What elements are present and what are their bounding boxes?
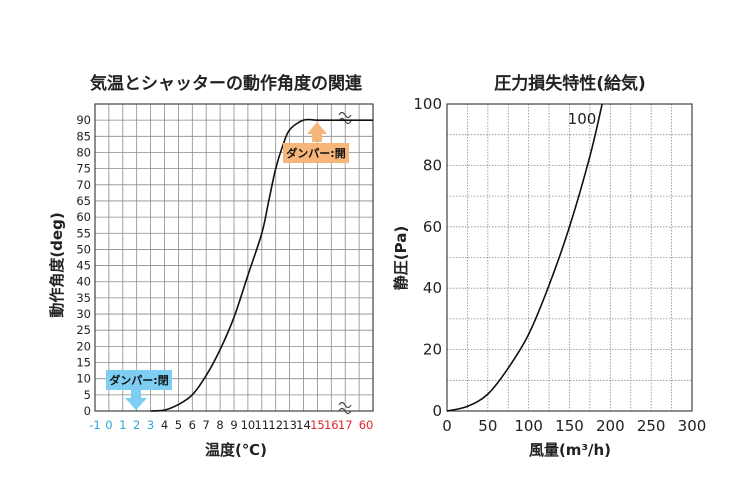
left-x-axis-title: 温度(℃) [205, 441, 267, 459]
left-x-tick-label: 15 [310, 418, 325, 432]
right-y-tick-label: 100 [413, 95, 442, 113]
left-x-tick-labels: -1 0 1 2 3 4 5 6 7 8 9 10 11 12 13 14 15 16 17 60 [89, 418, 373, 432]
right-x-tick-label: 100 [514, 417, 543, 435]
right-y-tick-label: 0 [432, 402, 442, 420]
left-y-tick-label: 0 [84, 404, 91, 418]
damper-open-box [283, 143, 349, 163]
right-x-axis-title: 風量(m³/h) [529, 441, 611, 459]
damper-closed-arrow [125, 390, 147, 410]
left-y-tick-label: 70 [76, 178, 91, 192]
left-x-tick-label: -1 [89, 418, 100, 432]
damper-closed-annotation: ダンパー:閉 [106, 370, 172, 410]
left-y-tick-label: 90 [76, 113, 91, 127]
left-y-tick-label: 5 [84, 388, 91, 402]
left-x-tick-label: 3 [147, 418, 154, 432]
left-y-tick-label: 10 [76, 372, 91, 386]
left-x-tick-label: 7 [203, 418, 210, 432]
axis-break-bottom [338, 401, 352, 415]
left-x-tick-label: 8 [216, 418, 223, 432]
series-label-100: 100 [568, 110, 597, 128]
pressure-loss-curve [446, 103, 603, 412]
left-y-tick-label: 30 [76, 307, 91, 321]
left-plot-frame [94, 103, 374, 412]
left-x-tick-label: 9 [230, 418, 237, 432]
right-x-tick-label: 150 [555, 417, 584, 435]
left-y-tick-labels: 0 5 10 15 20 25 30 35 40 45 50 55 60 65 70 75 80 85 90 [76, 113, 91, 418]
right-y-tick-labels: 0 20 40 60 80 100 [413, 95, 442, 420]
right-y-tick-label: 20 [423, 341, 442, 359]
pressure-loss-chart: 圧力損失特性(給気) 0 20 40 60 80 100 0 50 100 150 200 250 3… [392, 73, 706, 459]
left-y-tick-label: 75 [76, 162, 91, 176]
left-y-tick-label: 25 [76, 323, 91, 337]
damper-open-label: ダンパー:開 [286, 146, 345, 160]
left-y-tick-label: 65 [76, 194, 91, 208]
left-x-tick-label: 1 [119, 418, 126, 432]
left-x-tick-label: 17 [338, 418, 353, 432]
left-x-tick-label: 12 [268, 418, 283, 432]
damper-closed-label: ダンパー:閉 [109, 373, 168, 387]
left-y-tick-label: 15 [76, 356, 91, 370]
damper-open-arrow [307, 122, 327, 142]
left-y-tick-label: 85 [76, 129, 91, 143]
right-x-tick-label: 250 [637, 417, 666, 435]
left-y-tick-label: 60 [76, 210, 91, 224]
left-x-tick-label: 14 [296, 418, 311, 432]
right-y-tick-label: 40 [423, 279, 442, 297]
right-plot-frame [446, 103, 693, 412]
left-x-tick-label: 0 [105, 418, 112, 432]
left-y-tick-label: 35 [76, 291, 91, 305]
right-x-tick-label: 50 [478, 417, 497, 435]
left-y-tick-label: 50 [76, 242, 91, 256]
right-grid [446, 103, 693, 412]
left-x-tick-label: 13 [282, 418, 297, 432]
left-y-tick-label: 20 [76, 339, 91, 353]
left-x-tick-label: 11 [254, 418, 269, 432]
damper-open-annotation: ダンパー:開 [283, 122, 349, 163]
left-chart-title: 気温とシャッターの動作角度の関連 [89, 73, 363, 94]
right-x-tick-label: 0 [442, 417, 452, 435]
left-x-tick-label: 16 [324, 418, 339, 432]
left-x-tick-label: 6 [189, 418, 196, 432]
shutter-angle-curve [150, 118, 373, 412]
left-x-tick-label: 60 [359, 418, 374, 432]
left-y-tick-label: 55 [76, 226, 91, 240]
right-x-tick-labels: 0 50 100 150 200 250 300 [442, 417, 706, 435]
left-x-tick-label: 2 [133, 418, 140, 432]
damper-closed-box [106, 370, 172, 390]
left-y-tick-label: 40 [76, 275, 91, 289]
right-x-tick-label: 200 [596, 417, 625, 435]
right-y-tick-label: 60 [423, 218, 442, 236]
left-y-axis-title: 動作角度(deg) [48, 212, 66, 317]
right-y-axis-title: 静圧(Pa) [392, 226, 410, 290]
shutter-angle-chart: 気温とシャッターの動作角度の関連 05101520253035404550556… [48, 73, 374, 459]
right-x-tick-label: 300 [678, 417, 707, 435]
axis-break-top [338, 111, 352, 125]
left-x-tick-label: 10 [241, 418, 256, 432]
left-y-tick-label: 45 [76, 259, 91, 273]
right-y-tick-label: 80 [423, 156, 442, 174]
left-y-tick-label: 80 [76, 145, 91, 159]
left-x-tick-label: 5 [175, 418, 182, 432]
left-x-tick-label: 4 [161, 418, 168, 432]
right-chart-title: 圧力損失特性(給気) [494, 73, 646, 94]
